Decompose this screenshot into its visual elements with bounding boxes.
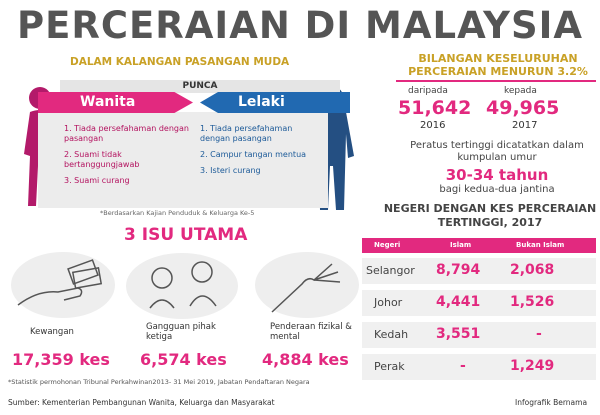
subtitle: DALAM KALANGAN PASANGAN MUDA [70, 56, 290, 68]
issue-label: Gangguan pihak ketiga [146, 322, 216, 342]
money-hand-icon [11, 252, 115, 318]
issue-value: 17,359 kes [12, 350, 110, 369]
table-header-cell: Negeri [374, 241, 401, 249]
table-cell-islam: 8,794 [436, 262, 481, 278]
table-cell-state: Selangor [366, 264, 415, 277]
table-cell-bukan-islam: 1,526 [510, 294, 555, 310]
list-item: 2. Campur tangan mentua [200, 150, 307, 159]
table-cell-islam: - [460, 358, 466, 374]
couple-dispute-icon [126, 253, 238, 319]
issue-label: Penderaan fizikal & mental [270, 322, 352, 342]
peratus-age: 30-34 tahun [445, 166, 549, 184]
table-row [362, 290, 596, 316]
to-value: 49,965 [486, 97, 560, 119]
list-item: 3. Suami curang [64, 176, 130, 185]
divider [396, 80, 596, 82]
from-year: 2016 [420, 120, 446, 131]
cause-panel [38, 112, 328, 208]
issue-label: Kewangan [30, 327, 74, 337]
isu-footnote: *Statistik permohonan Tribunal Perkahwin… [8, 378, 310, 386]
negeri-title: NEGERI DENGAN KES PERCERAIAN TERTINGGI, … [383, 202, 597, 229]
table-row [362, 322, 596, 348]
peratus-sub: bagi kedua-dua jantina [439, 184, 555, 195]
peratus-text: Peratus tertinggi dicatatkan dalam kumpu… [410, 140, 584, 163]
punca-footnote: *Berdasarkan Kajian Penduduk & Keluarga … [100, 209, 255, 217]
list-item: 1. Tiada persefahaman dengan pasangan [200, 124, 293, 143]
reaching-hand-icon [255, 252, 359, 318]
page-title: PERCERAIAN DI MALAYSIA [16, 4, 583, 47]
source-text: Sumber: Kementerian Pembangunan Wanita, … [8, 398, 275, 407]
table-cell-state: Kedah [374, 328, 409, 341]
table-cell-state: Perak [374, 360, 405, 373]
table-header [362, 238, 596, 253]
isu-title: 3 ISU UTAMA [124, 225, 248, 245]
from-label: daripada [408, 86, 448, 96]
table-cell-bukan-islam: - [536, 326, 542, 342]
list-item: 3. Isteri curang [200, 166, 261, 175]
credit-text: Infografik Bernama [515, 398, 588, 407]
to-label: kepada [504, 86, 537, 96]
issue-value: 4,884 kes [262, 350, 349, 369]
list-item: 1. Tiada persefahaman dengan pasangan [64, 124, 189, 143]
list-item: 2. Suami tidak bertanggungjawab [64, 150, 140, 169]
table-header-cell: Islam [450, 241, 472, 249]
to-year: 2017 [512, 120, 538, 131]
keseluruhan-heading: BILANGAN KESELURUHAN PERCERAIAN MENURUN … [408, 52, 588, 78]
table-cell-bukan-islam: 1,249 [510, 358, 555, 374]
table-header-cell: Bukan Islam [516, 241, 565, 249]
table-cell-islam: 4,441 [436, 294, 481, 310]
table-cell-bukan-islam: 2,068 [510, 262, 555, 278]
wanita-banner: Wanita [38, 92, 193, 113]
issue-value: 6,574 kes [140, 350, 227, 369]
lelaki-banner: Lelaki [200, 92, 350, 113]
table-row [362, 354, 596, 380]
table-row [362, 258, 596, 284]
table-cell-islam: 3,551 [436, 326, 481, 342]
lelaki-cause-list: 1. Tiada persefahaman dengan pasangan 2.… [200, 124, 315, 182]
from-value: 51,642 [398, 97, 472, 119]
table-cell-state: Johor [374, 296, 403, 309]
wanita-cause-list: 1. Tiada persefahaman dengan pasangan 2.… [64, 124, 194, 192]
punca-label: PUNCA [60, 80, 340, 93]
